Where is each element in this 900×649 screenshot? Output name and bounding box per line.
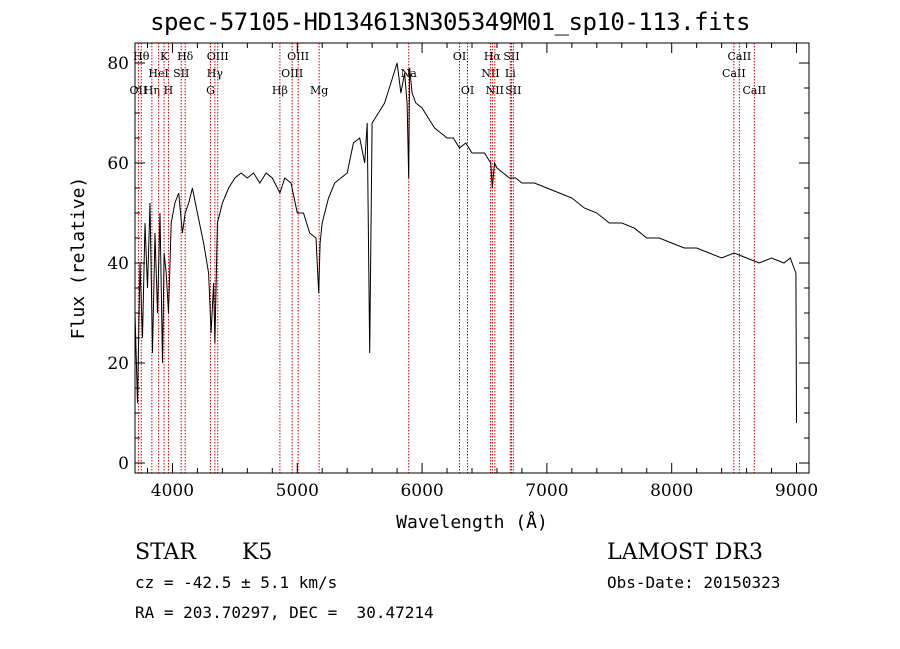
obs-date: Obs-Date: 20150323 [607, 573, 781, 592]
line-marker-label: SII [173, 67, 189, 80]
x-tick-label: 4000 [151, 481, 194, 501]
y-tick-label: 20 [107, 354, 129, 374]
line-marker-label: Hα [484, 50, 502, 63]
line-marker-label: NII [486, 84, 504, 97]
y-axis-label: Flux (relative) [68, 177, 89, 340]
line-marker-label: K [160, 50, 169, 63]
coordinates: RA = 203.70297, DEC = 30.47214 [135, 603, 434, 622]
y-tick-label: 40 [107, 254, 129, 274]
line-marker-label: G [206, 84, 215, 97]
line-marker-label: SII [503, 50, 519, 63]
line-marker-label: H [164, 84, 174, 97]
line-marker-label: OI [453, 50, 466, 63]
line-marker-label: Hβ [272, 84, 288, 97]
line-marker-label: Hγ [207, 67, 224, 80]
y-tick-label: 60 [107, 154, 129, 174]
y-tick-label: 0 [118, 454, 129, 474]
line-marker-label: Na [401, 67, 418, 80]
line-marker-label: Mg [310, 84, 328, 97]
plot-frame [134, 42, 810, 474]
line-marker-label: Li [505, 67, 516, 80]
line-marker-label: OIII [281, 67, 303, 80]
star-class: STAR [135, 540, 196, 565]
x-tick-label: 6000 [400, 481, 443, 501]
line-marker-label: Hη [144, 84, 160, 97]
line-marker-label: OIII [207, 50, 229, 63]
line-marker-label: HeI [148, 67, 168, 80]
x-tick-label: 5000 [276, 481, 319, 501]
chart-title: spec-57105-HD134613N305349M01_sp10-113.f… [150, 8, 750, 36]
line-marker-label: NII [481, 67, 499, 80]
line-marker-label: OII [130, 84, 148, 97]
line-marker-label: OIII [287, 50, 309, 63]
line-marker-label: CaII [742, 84, 766, 97]
line-marker-label: CaII [728, 50, 752, 63]
y-tick-label: 80 [107, 54, 129, 74]
line-marker-label: SII [505, 84, 521, 97]
x-tick-label: 7000 [525, 481, 568, 501]
line-marker-label: OI [461, 84, 474, 97]
spectrum-series [134, 62, 797, 424]
x-axis-label: Wavelength (Å) [396, 511, 548, 533]
redshift-cz: cz = -42.5 ± 5.1 km/s [135, 573, 338, 592]
x-tick-label: 9000 [775, 481, 818, 501]
line-marker-label: Hδ [177, 50, 194, 63]
survey-name: LAMOST DR3 [607, 540, 763, 565]
star-subclass: K5 [242, 540, 273, 565]
axis-ticks: 4000 5000 6000 7000 8000 9000 0 20 40 60 80 [107, 43, 818, 501]
line-marker-label: CaII [722, 67, 746, 80]
x-tick-label: 8000 [650, 481, 693, 501]
line-markers: OII Hθ Hη HeI K H SII Hδ G Hγ OIII Hβ OIII OIII Mg Na OI… [130, 43, 766, 473]
line-marker-label: Hθ [133, 50, 150, 63]
